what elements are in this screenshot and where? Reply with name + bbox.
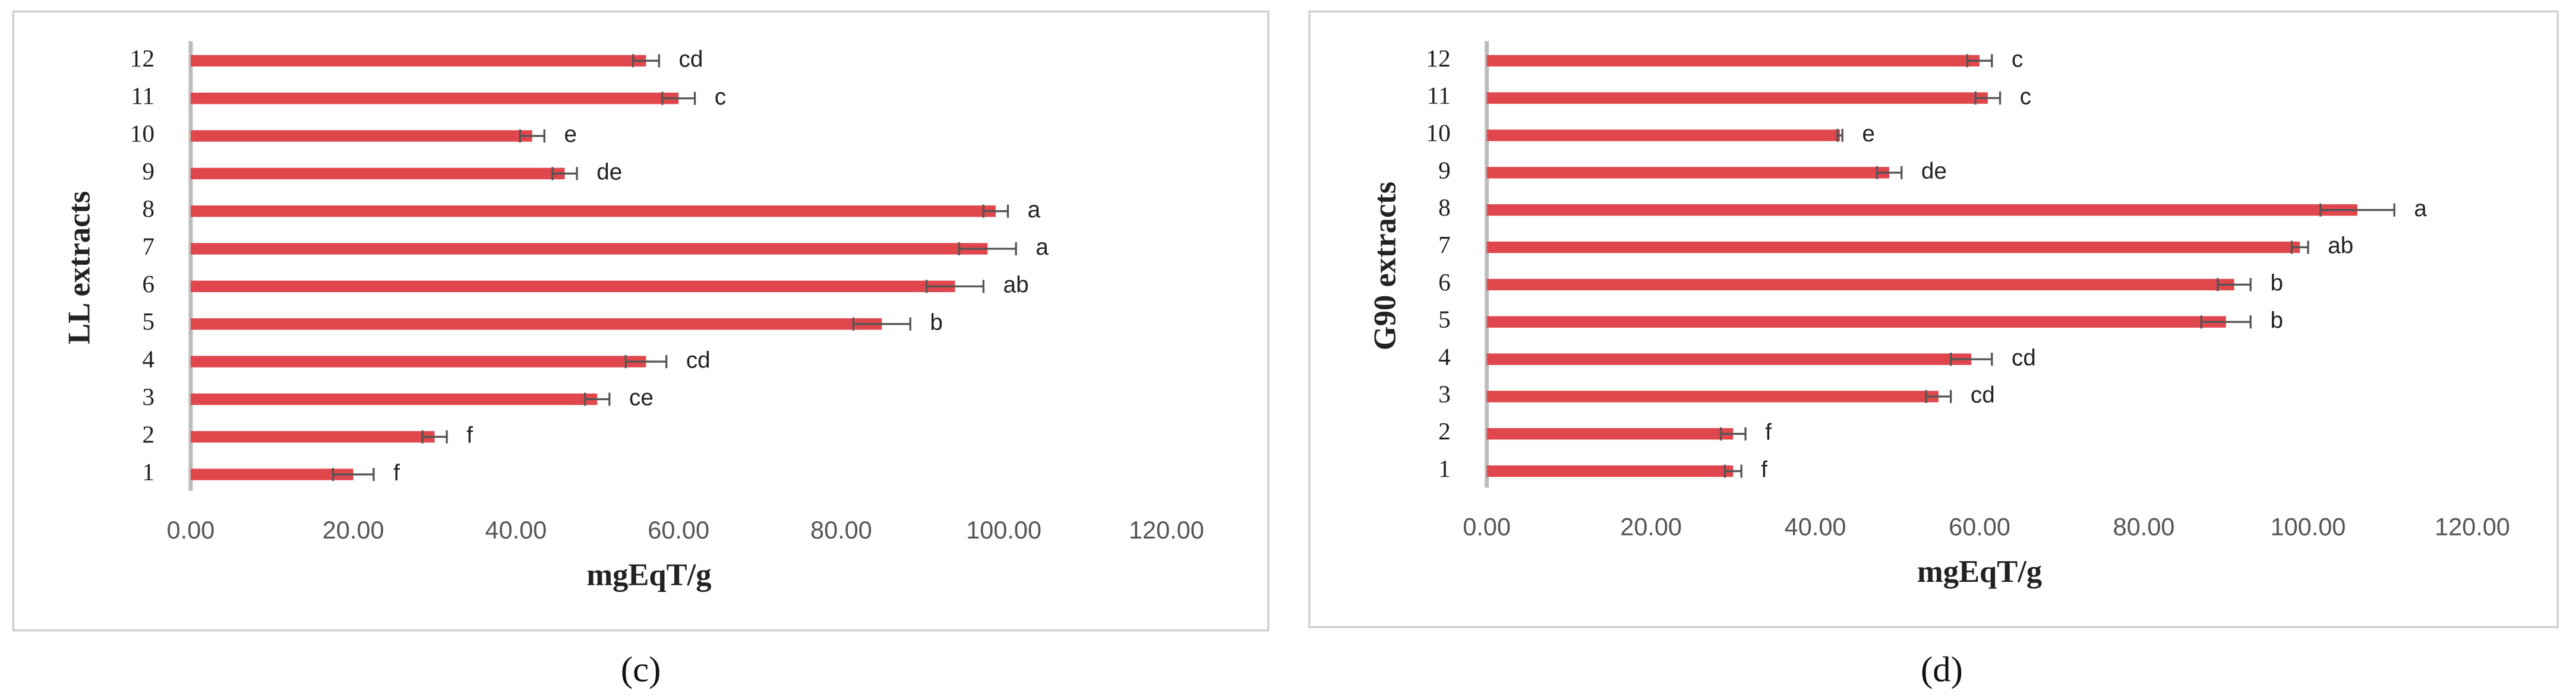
bar [190, 468, 353, 480]
x-tick-label: 0.00 [167, 516, 215, 544]
annotation: f [1765, 420, 1772, 445]
bar [1486, 241, 2300, 254]
bar [1486, 391, 1939, 403]
x-tick-label: 20.00 [1620, 512, 1682, 540]
x-tick-label: 80.00 [810, 516, 872, 544]
bar [190, 356, 646, 368]
annotation: ce [629, 385, 654, 411]
y-axis-title: LL extracts [62, 191, 97, 344]
y-tick-label: 1 [142, 458, 154, 486]
caption: (d) [1921, 650, 1963, 690]
bar [1486, 204, 2358, 216]
y-tick-label: 10 [130, 120, 154, 147]
bar [190, 205, 996, 217]
annotation: e [1862, 121, 1875, 147]
y-tick-label: 11 [131, 82, 154, 109]
annotation: cd [2012, 345, 2036, 370]
x-tick-label: 120.00 [2435, 512, 2510, 540]
y-tick-label: 6 [142, 270, 154, 297]
bar [190, 130, 532, 142]
bar [1486, 278, 2234, 291]
bar [190, 55, 646, 66]
bar [190, 243, 988, 255]
annotation: ab [1003, 273, 1029, 298]
y-tick-label: 1 [1438, 455, 1451, 482]
bar [1486, 92, 1988, 104]
x-tick-label: 40.00 [485, 516, 547, 544]
bar [1486, 129, 1841, 141]
y-tick-label: 5 [1438, 306, 1451, 333]
bar [1486, 55, 1980, 66]
bar [190, 167, 565, 180]
x-axis-title: mgEqT/g [1917, 555, 2042, 589]
annotation: ab [2328, 233, 2353, 259]
annotation: de [596, 160, 622, 185]
annotation: e [564, 122, 577, 147]
x-axis-title: mgEqT/g [586, 558, 711, 592]
y-tick-label: 9 [142, 157, 154, 185]
x-tick-label: 80.00 [2113, 512, 2175, 540]
annotation: a [2414, 196, 2427, 221]
annotation: f [393, 460, 400, 486]
bar [190, 318, 882, 330]
x-tick-label: 0.00 [1463, 512, 1511, 540]
bar [190, 280, 955, 293]
x-tick-label: 20.00 [323, 516, 384, 544]
annotation: de [1921, 159, 1947, 184]
annotation: b [930, 310, 943, 335]
bar [1486, 465, 1734, 477]
y-tick-label: 8 [1438, 194, 1451, 221]
bar [1486, 353, 1972, 365]
annotation: f [1761, 457, 1767, 483]
y-tick-label: 7 [1438, 231, 1451, 258]
y-tick-label: 7 [142, 233, 154, 260]
bar [190, 431, 435, 443]
bar [190, 393, 598, 406]
annotation: b [2270, 308, 2283, 333]
y-tick-label: 3 [1438, 380, 1451, 407]
annotation: a [1036, 235, 1049, 260]
x-tick-label: 120.00 [1129, 516, 1204, 544]
x-tick-label: 60.00 [648, 516, 709, 544]
x-tick-label: 100.00 [966, 516, 1041, 544]
y-tick-label: 12 [1426, 45, 1450, 72]
y-tick-label: 10 [1426, 119, 1450, 147]
annotation: b [2270, 271, 2283, 296]
caption: (c) [621, 650, 661, 690]
y-tick-label: 4 [1438, 343, 1451, 370]
y-tick-label: 8 [142, 195, 154, 222]
annotation: cd [686, 347, 711, 373]
x-tick-label: 40.00 [1785, 512, 1846, 540]
y-tick-label: 6 [1438, 268, 1451, 296]
annotation: c [715, 84, 726, 110]
bar [1486, 316, 2226, 328]
y-tick-label: 2 [1438, 417, 1451, 445]
bar [1486, 428, 1734, 440]
annotation: c [2012, 47, 2023, 72]
y-tick-label: 5 [142, 308, 154, 335]
bar [1486, 167, 1889, 179]
annotation: f [466, 423, 473, 448]
annotation: a [1028, 197, 1041, 223]
y-tick-label: 4 [142, 346, 154, 373]
y-axis-title: G90 extracts [1368, 182, 1403, 350]
y-tick-label: 2 [142, 420, 154, 448]
y-tick-label: 3 [142, 383, 154, 410]
x-tick-label: 60.00 [1949, 512, 2010, 540]
y-tick-label: 9 [1438, 156, 1451, 183]
y-tick-label: 11 [1427, 82, 1451, 109]
x-tick-label: 100.00 [2271, 512, 2346, 540]
y-tick-label: 12 [130, 45, 154, 72]
annotation: c [2020, 84, 2031, 109]
annotation: cd [679, 47, 703, 72]
annotation: cd [1971, 382, 1995, 408]
bar [190, 92, 679, 104]
